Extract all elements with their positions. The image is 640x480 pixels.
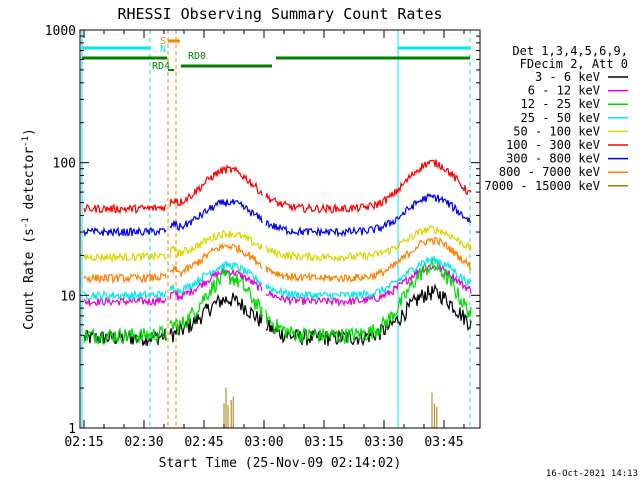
flag-label-rd0: RD0 [188,51,206,62]
legend: Det 1,3,4,5,6,9, FDecim 2, Att 0 3 - 6 k… [484,44,628,193]
plot-frame [79,29,481,429]
chart-title: RHESSI Observing Summary Count Rates [117,5,442,23]
legend-entry-label: 300 - 800 keV [506,152,600,166]
x-tick-label: 02:15 [64,435,103,450]
legend-entry-label: 7000 - 15000 keV [484,179,600,193]
legend-entry-label: 100 - 300 keV [506,138,600,152]
x-tick-label: 03:45 [424,435,463,450]
x-tick-label: 02:30 [124,435,163,450]
legend-entry-label: 6 - 12 keV [528,84,600,98]
y-axis-label: Count Rate (s-1 detector-1) [21,128,37,330]
x-axis-label: Start Time (25-Nov-09 02:14:02) [159,456,402,471]
y-tick-label: 1000 [45,24,76,39]
flag-label-n: N [160,44,166,55]
series-25-50-kev [83,255,472,302]
series-800-7000-kev [83,236,472,285]
y-tick-label: 10 [60,289,76,304]
legend-header-line-2: FDecim 2, Att 0 [520,57,628,71]
x-tick-label: 02:45 [184,435,223,450]
y-tick-label: 100 [53,157,76,172]
flag-label-rd4: RD4 [152,61,170,72]
series-7000-15000-kev-spikes [223,387,438,428]
series-300-800-kev [83,192,472,238]
y-tick-label: 1 [68,422,76,437]
x-tick-label: 03:30 [364,435,403,450]
footer-date: 16-Oct-2021 14:13 [546,469,638,479]
legend-entry-label: 3 - 6 keV [535,70,600,84]
legend-header-line-1: Det 1,3,4,5,6,9, [512,44,628,58]
legend-entry-label: 25 - 50 keV [521,111,600,125]
series-12-25-kev [83,259,472,345]
series-100-300-kev [83,159,472,215]
x-tick-label: 03:15 [304,435,343,450]
x-tick-label: 03:00 [244,435,283,450]
legend-entry-label: 12 - 25 keV [521,97,600,111]
legend-entry-label: 50 - 100 keV [513,124,600,138]
legend-entry-label: 800 - 7000 keV [499,165,600,179]
series-50-100-kev [83,224,472,264]
flag-label-s: S [160,36,166,47]
